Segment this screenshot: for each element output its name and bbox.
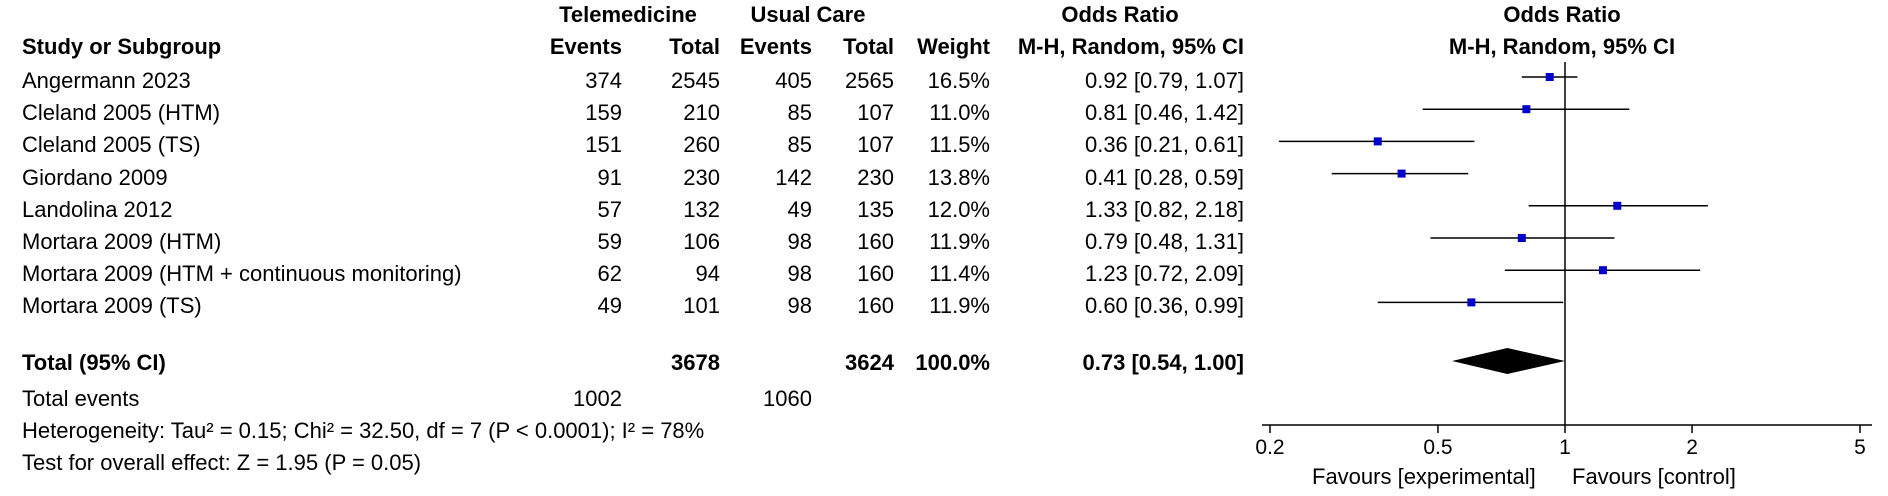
- x-tick-label: 2: [1686, 436, 1698, 459]
- tele-total: 260: [683, 132, 720, 158]
- total-uc-events: 1060: [763, 386, 812, 411]
- uc-events: 98: [787, 293, 812, 319]
- point-estimate-marker: [1373, 137, 1382, 146]
- tele-events: 57: [597, 196, 622, 222]
- uc-total: 160: [857, 293, 894, 319]
- odds-ratio-ci: 1.23 [0.72, 2.09]: [1084, 261, 1244, 287]
- uc-total: 2565: [845, 68, 894, 93]
- uc-events: 405: [775, 68, 812, 93]
- heterogeneity-text: Heterogeneity: Tau² = 0.15; Chi² = 32.50…: [22, 418, 705, 443]
- weight: 11.9%: [929, 229, 990, 254]
- weight: 11.0%: [929, 100, 990, 126]
- tele-total: 106: [683, 229, 720, 254]
- uc-events: 142: [775, 164, 812, 190]
- odds-ratio-ci: 0.41 [0.28, 0.59]: [1084, 164, 1244, 190]
- study-name: Cleland 2005 (HTM): [22, 100, 221, 126]
- uc-total: 107: [857, 100, 894, 126]
- odds-ratio-ci: 0.81 [0.46, 1.42]: [1084, 100, 1244, 126]
- header-usual-care: Usual Care: [750, 2, 866, 27]
- study-name: Landolina 2012: [22, 196, 173, 222]
- uc-events: 49: [787, 196, 812, 222]
- tele-total: 101: [683, 293, 720, 319]
- uc-total: 160: [857, 261, 894, 287]
- col-header-or-method: M-H, Random, 95% CI: [1017, 34, 1244, 59]
- study-name: Cleland 2005 (TS): [22, 132, 201, 158]
- overall-effect-text: Test for overall effect: Z = 1.95 (P = 0…: [22, 450, 422, 475]
- col-header-uc-events: Events: [739, 34, 812, 59]
- header-odds-ratio-table: Odds Ratio: [1061, 2, 1179, 27]
- tele-events: 49: [597, 293, 622, 319]
- col-header-weight: Weight: [917, 34, 990, 59]
- odds-ratio-ci: 0.36 [0.21, 0.61]: [1084, 132, 1244, 158]
- point-estimate-marker: [1522, 105, 1531, 114]
- weight: 11.4%: [929, 261, 990, 287]
- tele-events: 91: [597, 164, 622, 190]
- total-uc-total: 3624: [845, 350, 894, 375]
- tele-events: 62: [597, 261, 622, 287]
- uc-events: 85: [787, 100, 812, 126]
- total-events-label: Total events: [22, 386, 140, 411]
- col-header-study: Study or Subgroup: [22, 34, 222, 59]
- point-estimate-marker: [1598, 266, 1607, 275]
- point-estimate-marker: [1397, 169, 1406, 178]
- tele-events: 159: [585, 100, 622, 126]
- plot-title: Odds Ratio: [1503, 2, 1621, 27]
- tele-total: 132: [683, 196, 720, 222]
- tele-total: 230: [683, 164, 720, 190]
- pooled-diamond: [1452, 348, 1565, 374]
- favours-left-label: Favours [experimental]: [1312, 464, 1536, 489]
- col-header-tele-events: Events: [549, 34, 622, 59]
- uc-total: 230: [857, 164, 894, 190]
- total-weight: 100.0%: [915, 350, 990, 375]
- x-tick-label: 0.2: [1255, 436, 1284, 459]
- uc-events: 98: [787, 229, 812, 254]
- uc-total: 160: [857, 229, 894, 254]
- study-name: Mortara 2009 (TS): [22, 293, 202, 319]
- col-header-uc-total: Total: [843, 34, 894, 59]
- odds-ratio-ci: 1.33 [0.82, 2.18]: [1084, 196, 1244, 222]
- weight: 12.0%: [927, 196, 990, 222]
- study-name: Mortara 2009 (HTM + continuous monitorin…: [22, 261, 462, 287]
- odds-ratio-ci: 0.60 [0.36, 0.99]: [1084, 293, 1244, 319]
- weight: 11.9%: [929, 293, 990, 319]
- total-tele-total: 3678: [671, 350, 720, 375]
- study-name: Angermann 2023: [22, 68, 191, 93]
- tele-events: 151: [585, 132, 622, 158]
- uc-events: 98: [787, 261, 812, 287]
- header-telemedicine: Telemedicine: [559, 2, 697, 27]
- odds-ratio-ci: 0.79 [0.48, 1.31]: [1084, 229, 1244, 254]
- point-estimate-marker: [1467, 298, 1476, 307]
- study-name: Giordano 2009: [22, 164, 168, 190]
- favours-right-label: Favours [control]: [1572, 464, 1736, 489]
- total-ci: 0.73 [0.54, 1.00]: [1082, 350, 1244, 375]
- uc-total: 135: [857, 196, 894, 222]
- tele-events: 374: [585, 68, 622, 93]
- study-name: Mortara 2009 (HTM): [22, 229, 222, 254]
- tele-total: 210: [683, 100, 720, 126]
- point-estimate-marker: [1517, 234, 1526, 242]
- uc-events: 85: [787, 132, 812, 158]
- total-label: Total (95% CI): [22, 350, 166, 375]
- point-estimate-marker: [1613, 201, 1622, 210]
- weight: 13.8%: [927, 164, 990, 190]
- point-estimate-marker: [1545, 73, 1554, 81]
- total-tele-events: 1002: [573, 386, 622, 411]
- weight: 11.5%: [929, 132, 990, 158]
- plot-method: M-H, Random, 95% CI: [1448, 34, 1676, 59]
- col-header-tele-total: Total: [669, 34, 720, 59]
- uc-total: 107: [857, 132, 894, 158]
- tele-events: 59: [597, 229, 622, 254]
- tele-total: 94: [695, 261, 720, 287]
- x-tick-label: 5: [1854, 436, 1866, 459]
- weight: 16.5%: [927, 68, 990, 93]
- tele-total: 2545: [671, 68, 720, 93]
- odds-ratio-ci: 0.92 [0.79, 1.07]: [1084, 68, 1244, 93]
- x-tick-label: 1: [1559, 436, 1571, 459]
- x-tick-label: 0.5: [1423, 436, 1452, 459]
